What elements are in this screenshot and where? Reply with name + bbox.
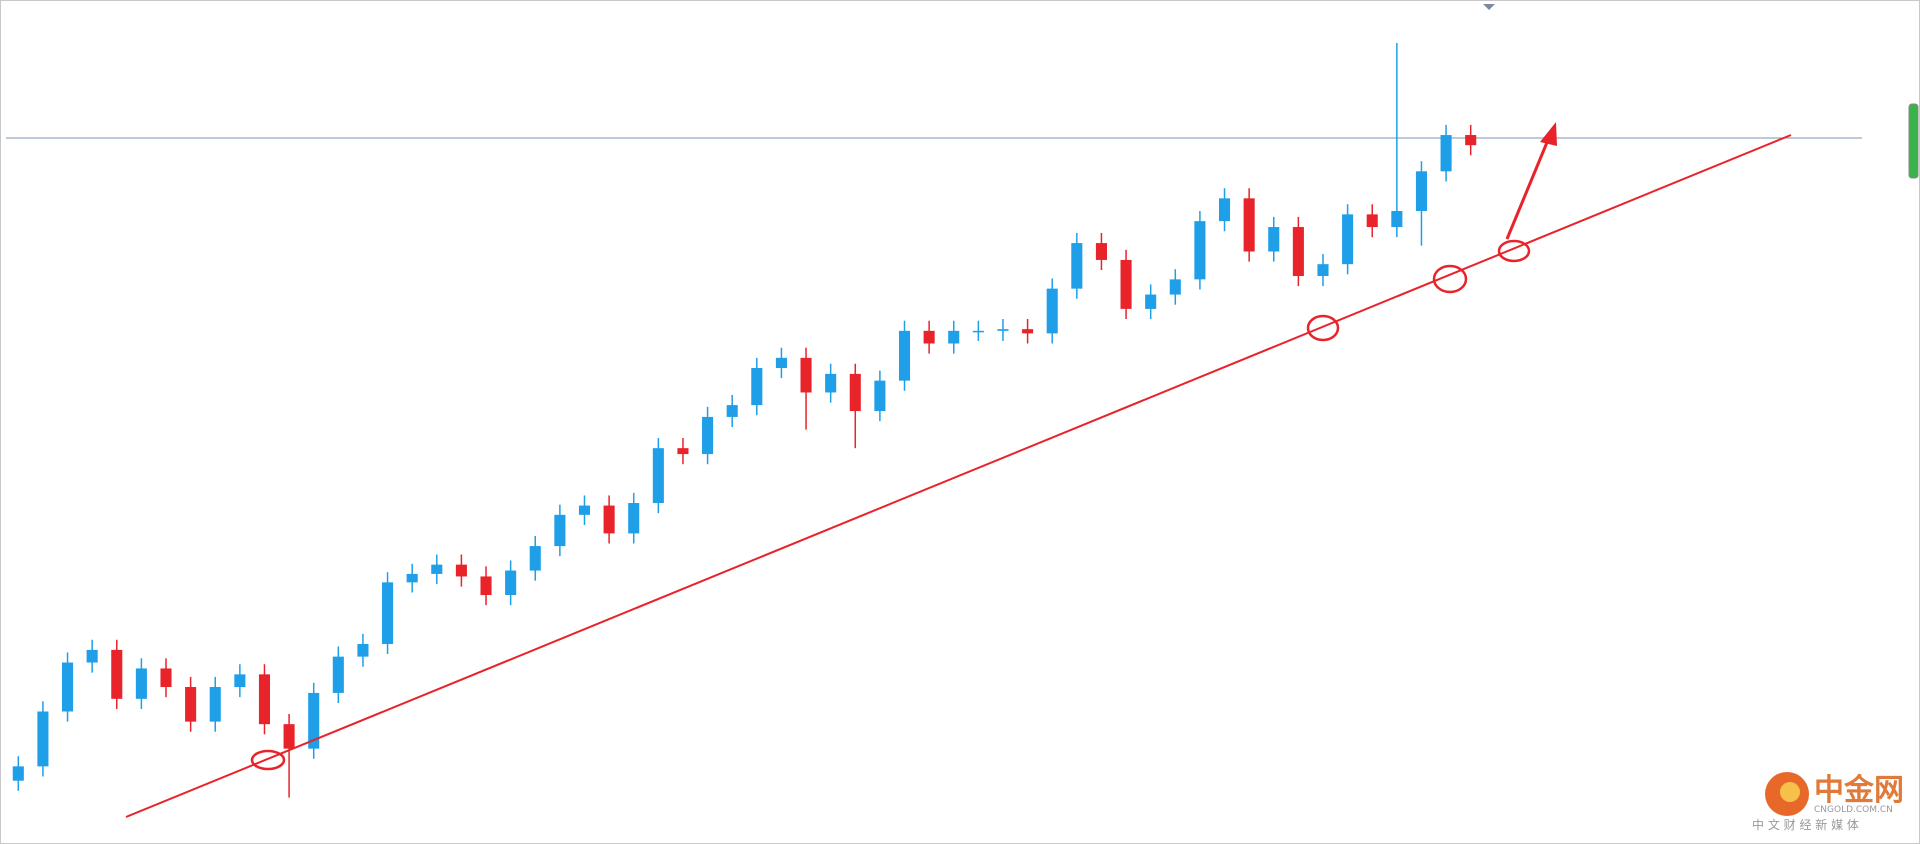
candle-body	[406, 573, 418, 583]
circle	[1306, 314, 1340, 342]
candle-body	[234, 674, 246, 688]
candle-body	[800, 357, 812, 393]
candle-body	[12, 766, 24, 781]
candle-body	[308, 692, 320, 749]
candle-body	[135, 668, 147, 699]
candle-body	[1120, 259, 1132, 309]
candle-body	[283, 724, 295, 749]
candle-body	[1218, 198, 1231, 222]
scroll-marker	[1483, 4, 1495, 10]
candle-body	[1366, 214, 1378, 228]
candle-body	[505, 570, 517, 596]
candle-body	[332, 656, 344, 693]
candle-body	[1415, 171, 1427, 211]
watermark: 中金网 CNGOLD.COM.CN 中 文 财 经 新 媒 体	[1752, 772, 1904, 832]
candle-body	[209, 687, 221, 722]
candle-body	[382, 582, 394, 644]
candle-body	[652, 448, 664, 504]
arrow-shaft	[1505, 139, 1550, 240]
candle-body	[1071, 243, 1083, 289]
candle-body	[751, 367, 763, 406]
candle-body	[677, 448, 689, 455]
candle-body	[898, 330, 911, 381]
candle-body	[972, 330, 984, 333]
candle-body	[1292, 227, 1304, 276]
candle-body	[825, 373, 837, 393]
candle-body	[1440, 135, 1452, 172]
annotation-circles	[250, 239, 1531, 771]
candle-body	[431, 564, 443, 574]
candle-body	[1391, 211, 1403, 228]
candle-body	[702, 416, 714, 455]
candles	[12, 43, 1477, 798]
circle	[250, 749, 286, 771]
candle-body	[62, 662, 74, 712]
candle-body	[997, 329, 1009, 331]
brand: 中金网	[1814, 773, 1904, 808]
trend-line	[125, 134, 1792, 818]
candle-body	[1046, 288, 1058, 334]
candle-body	[1022, 329, 1034, 334]
candle-body	[1243, 198, 1255, 252]
circle	[1497, 239, 1531, 263]
candle-body	[948, 330, 960, 344]
candle-body	[1342, 214, 1354, 265]
candle-body	[111, 649, 123, 699]
logo-inner	[1780, 782, 1800, 802]
candle-body	[357, 643, 369, 657]
candle-body	[923, 330, 935, 344]
candle-body	[1465, 135, 1477, 146]
candle-body	[1095, 243, 1107, 260]
candle-body	[1268, 227, 1280, 252]
candle-body	[480, 576, 492, 596]
candle-body	[1145, 294, 1157, 309]
candle-body	[726, 405, 738, 417]
candle-body	[578, 505, 591, 515]
candle-body	[529, 546, 541, 571]
candle-body	[455, 564, 467, 577]
candle-body	[554, 514, 566, 547]
candle-body	[874, 380, 886, 412]
candle-body	[160, 668, 172, 688]
candle-body	[1317, 264, 1329, 276]
tagline: 中 文 财 经 新 媒 体	[1752, 817, 1859, 832]
candle-body	[603, 505, 615, 534]
candle-body	[1194, 221, 1206, 280]
candle-body	[1169, 279, 1181, 295]
candle-body	[849, 373, 861, 412]
site: CNGOLD.COM.CN	[1814, 805, 1893, 815]
candle-body	[86, 649, 98, 663]
scrollbar[interactable]	[1908, 103, 1919, 179]
candle-body	[628, 503, 640, 534]
candle-body	[775, 357, 787, 368]
candle-body	[37, 711, 49, 767]
candle-body	[185, 687, 197, 722]
candle-body	[258, 674, 271, 725]
arrow-head	[1540, 122, 1557, 146]
circle	[1432, 264, 1468, 294]
